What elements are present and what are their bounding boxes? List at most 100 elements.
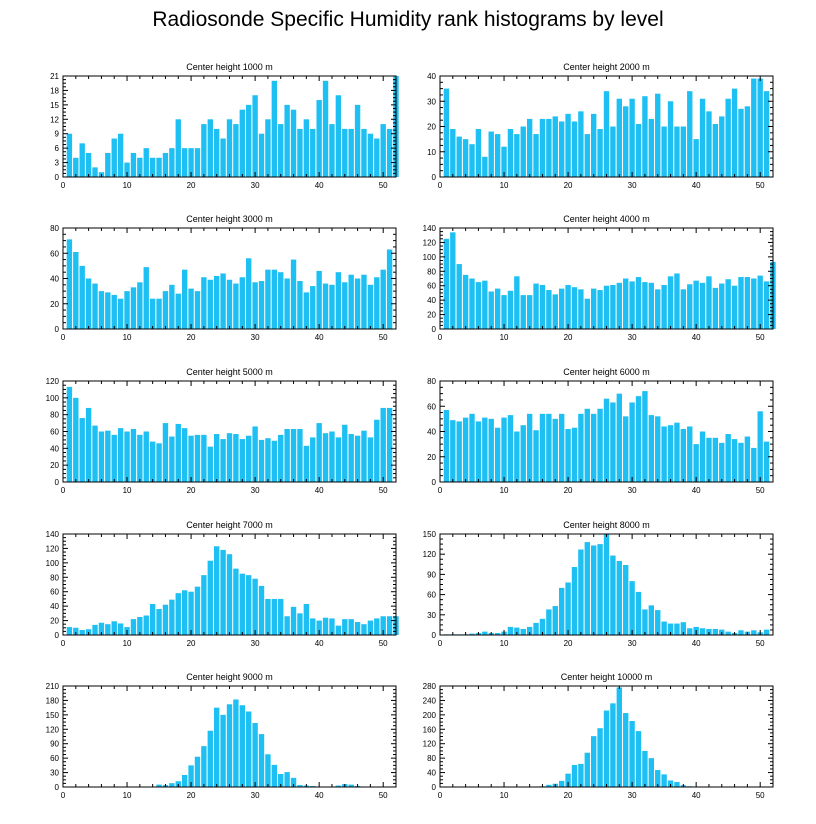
histogram-bar <box>719 283 725 329</box>
y-tick-label: 0 <box>432 631 437 640</box>
histogram-bar <box>117 133 124 177</box>
y-tick-label: 240 <box>423 696 437 705</box>
histogram-bar <box>558 587 565 635</box>
histogram-bar <box>738 630 744 635</box>
histogram-bar <box>233 434 239 482</box>
x-tick-label: 20 <box>187 181 196 190</box>
histogram-bar <box>443 88 450 177</box>
histogram-bar <box>297 613 303 635</box>
x-tick-label: 10 <box>123 333 132 342</box>
x-tick-label: 30 <box>628 639 637 648</box>
histogram-bar <box>693 280 699 329</box>
histogram-bar <box>558 413 565 482</box>
histogram-bar <box>348 434 354 482</box>
histogram-bar <box>342 619 348 635</box>
histogram-bar <box>252 426 258 482</box>
histogram-bar <box>278 598 284 635</box>
histogram-bar <box>520 425 526 482</box>
histogram-bar <box>303 603 310 635</box>
histogram-bar <box>539 118 546 177</box>
histogram-bar <box>469 413 475 482</box>
histogram-bar <box>66 239 73 329</box>
histogram-bar <box>661 426 667 482</box>
histogram-bar <box>310 618 316 635</box>
histogram-panel: Center height 3000 m 0 10 20 30 40 50 0 20 40 60 80 <box>50 214 397 342</box>
histogram-bar <box>130 428 137 482</box>
histogram-bar <box>252 723 258 787</box>
histogram-bar <box>117 623 124 635</box>
y-tick-label: 100 <box>423 253 437 262</box>
histogram-bar <box>597 290 603 329</box>
histogram-bar <box>655 416 661 482</box>
histogram-bar <box>79 265 85 329</box>
y-tick-label: 0 <box>432 478 437 487</box>
histogram-bar <box>124 162 130 177</box>
histogram-bar <box>220 549 226 635</box>
histogram-bar <box>258 281 265 329</box>
histogram-bar <box>565 284 571 329</box>
histogram-bar <box>552 294 558 329</box>
histogram-bar <box>539 284 546 329</box>
histogram-bar <box>725 279 731 329</box>
histogram-bar <box>137 616 143 635</box>
histogram-bar <box>462 274 469 329</box>
y-tick-label: 40 <box>50 275 59 284</box>
histogram-bar <box>494 288 501 329</box>
histogram-bar <box>629 581 635 635</box>
histogram-bar <box>667 101 674 177</box>
histogram-bar <box>591 736 597 787</box>
y-tick-label: 0 <box>55 783 60 792</box>
histogram-bar <box>303 292 310 329</box>
histogram-bar <box>284 772 290 787</box>
histogram-bar <box>143 615 149 635</box>
histogram-bar <box>533 134 539 177</box>
panel-title: Center height 4000 m <box>563 214 650 224</box>
histogram-bar <box>149 441 156 482</box>
histogram-bar <box>494 632 501 635</box>
histogram-bar <box>501 146 507 177</box>
y-tick-label: 120 <box>46 544 60 553</box>
y-tick-label: 60 <box>427 402 436 411</box>
histogram-bar <box>79 143 85 177</box>
histogram-bar <box>329 431 335 482</box>
histogram-bar <box>143 267 149 329</box>
histogram-bar <box>156 443 162 482</box>
histogram-bar <box>169 599 175 635</box>
histogram-bar <box>233 699 239 787</box>
histogram-bar <box>156 298 162 329</box>
histogram-bar <box>162 291 169 329</box>
histogram-bar <box>623 106 629 177</box>
histogram-bar <box>354 435 361 482</box>
histogram-bar <box>642 282 648 329</box>
x-tick-label: 40 <box>692 333 701 342</box>
histogram-bar <box>117 298 124 329</box>
x-tick-label: 40 <box>315 791 324 800</box>
histogram-bar <box>571 427 578 482</box>
panel-title: Center height 8000 m <box>563 520 650 530</box>
histogram-bar <box>220 138 226 177</box>
x-tick-label: 40 <box>692 181 701 190</box>
y-tick-label: 40 <box>50 602 59 611</box>
histogram-bar <box>443 410 450 482</box>
histogram-bar <box>98 622 105 635</box>
histogram-bar <box>214 434 220 482</box>
histogram-bar <box>233 124 239 177</box>
y-tick-label: 140 <box>46 530 60 539</box>
histogram-bar <box>226 554 233 635</box>
x-tick-label: 50 <box>756 639 765 648</box>
histogram-panel: Center height 6000 m 0 10 20 30 40 50 0 20 40 60 80 <box>427 367 774 495</box>
histogram-bar <box>316 423 322 482</box>
histogram-bar <box>475 282 482 329</box>
histogram-bar <box>207 560 213 635</box>
histogram-bar <box>494 427 501 482</box>
histogram-bar <box>552 116 558 177</box>
histogram-bar <box>616 393 622 482</box>
histogram-bar <box>629 402 635 482</box>
x-tick-label: 20 <box>564 639 573 648</box>
histogram-bar <box>603 285 610 329</box>
x-tick-label: 0 <box>61 486 66 495</box>
histogram-bar <box>520 126 526 177</box>
histogram-bar <box>79 629 85 635</box>
histogram-bar <box>201 746 207 787</box>
y-tick-label: 0 <box>55 325 60 334</box>
